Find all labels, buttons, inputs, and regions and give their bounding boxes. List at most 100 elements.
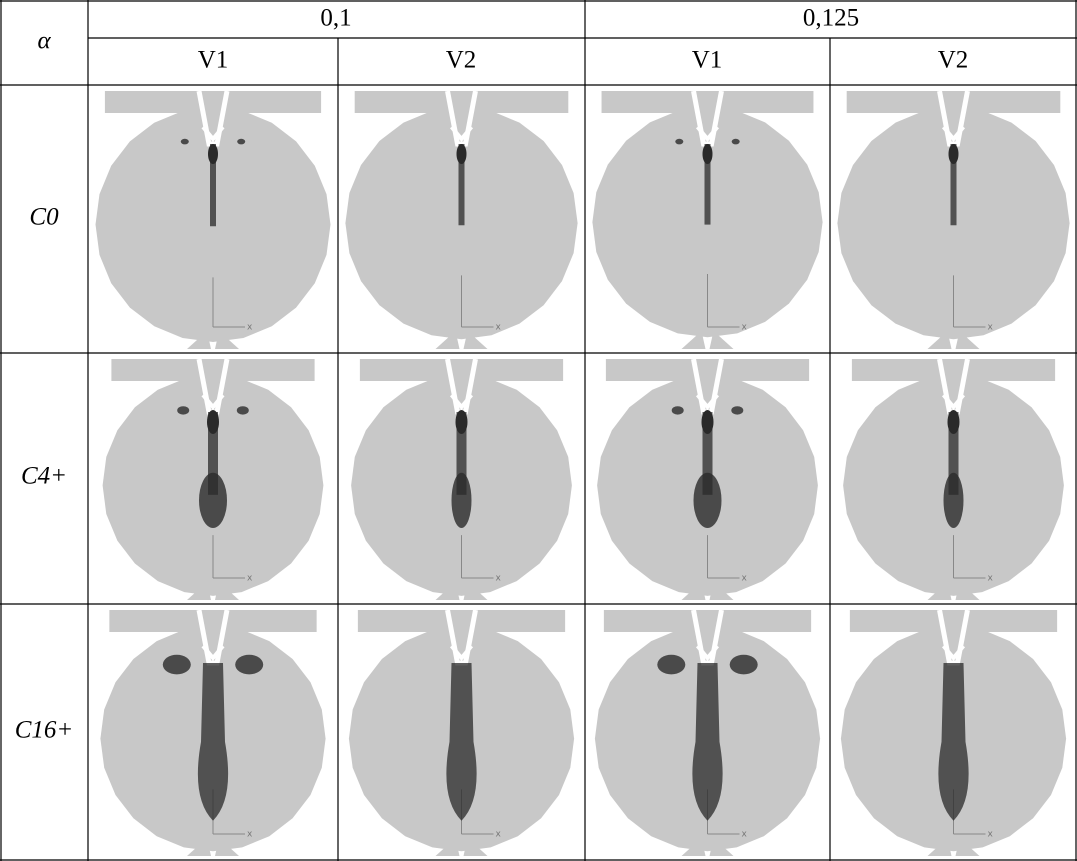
plume — [938, 663, 969, 821]
simulation-image: x — [348, 609, 575, 856]
top-plate — [357, 610, 566, 632]
plume — [455, 410, 468, 434]
electrode — [187, 331, 211, 349]
electrode — [187, 838, 211, 856]
plume — [692, 663, 723, 821]
plume — [701, 410, 714, 434]
electrode — [927, 582, 952, 600]
electrode — [215, 331, 239, 349]
sub-header: V2 — [446, 47, 477, 74]
electrode — [435, 331, 460, 349]
electrode — [681, 331, 706, 349]
nozzle-gap — [941, 644, 966, 662]
group-header: 0,1 — [320, 5, 351, 32]
electrode — [955, 838, 980, 856]
corner-label: α — [37, 28, 51, 55]
plume — [197, 663, 229, 821]
plume — [950, 144, 957, 226]
side-vortex — [675, 138, 684, 145]
simulation-image: x — [594, 609, 821, 856]
electrode — [463, 331, 488, 349]
electrode — [215, 582, 239, 600]
simulation-image: x — [843, 358, 1064, 600]
electrode — [955, 331, 980, 349]
electrode — [463, 838, 488, 856]
axis-label: x — [742, 830, 748, 840]
top-plate — [104, 91, 322, 113]
plume — [207, 410, 219, 434]
plume — [948, 144, 959, 164]
nozzle-gap — [695, 644, 720, 662]
side-vortex — [237, 138, 246, 145]
axis-label: x — [496, 574, 502, 584]
electrode — [681, 582, 706, 600]
axis-label: x — [742, 323, 748, 333]
electrode — [927, 331, 952, 349]
nozzle-gap — [695, 125, 720, 143]
sub-header: V1 — [198, 47, 229, 74]
axis-label: x — [247, 574, 253, 584]
sub-header: V2 — [938, 47, 969, 74]
side-vortex — [235, 654, 264, 675]
plume — [208, 412, 218, 495]
nozzle-gap — [941, 393, 966, 411]
electrode — [215, 838, 239, 856]
top-plate — [354, 91, 569, 113]
side-vortex — [731, 406, 744, 415]
simulation-image: x — [102, 358, 324, 600]
electrode — [435, 582, 460, 600]
simulation-image: x — [95, 90, 331, 349]
plume — [199, 472, 227, 528]
plume — [210, 144, 216, 227]
plume — [943, 472, 964, 528]
electrode — [709, 838, 734, 856]
sub-header: V1 — [692, 47, 723, 74]
axis-label: x — [496, 323, 502, 333]
axis-label: x — [247, 830, 253, 840]
side-vortex — [729, 654, 758, 675]
nozzle-gap — [941, 125, 966, 143]
nozzle-gap — [449, 644, 474, 662]
top-plate — [111, 359, 315, 381]
top-plate — [846, 91, 1061, 113]
cell-figures: x x x x x x x x x x x x — [95, 90, 1070, 856]
side-vortex — [671, 406, 684, 415]
nozzle-gap — [449, 393, 474, 411]
side-vortex — [657, 654, 686, 675]
simulation-image: x — [100, 609, 326, 856]
top-plate — [359, 359, 564, 381]
row-label: C16+ — [15, 717, 74, 744]
electrode — [927, 838, 952, 856]
electrode — [681, 838, 706, 856]
group-header: 0,125 — [803, 5, 859, 32]
nozzle-gap — [201, 393, 225, 411]
nozzle-gap — [201, 644, 225, 662]
plume — [456, 144, 467, 164]
axis-label: x — [988, 574, 994, 584]
side-vortex — [162, 654, 191, 675]
simulation-image: x — [345, 90, 578, 349]
electrode — [709, 331, 734, 349]
side-vortex — [177, 406, 190, 415]
plume — [704, 144, 711, 225]
nozzle-gap — [449, 125, 474, 143]
simulation-image: x — [597, 358, 818, 600]
nozzle-gap — [695, 393, 720, 411]
plume — [208, 144, 218, 164]
plume — [948, 412, 959, 495]
side-vortex — [180, 138, 189, 145]
top-plate — [601, 91, 814, 113]
electrode — [709, 582, 734, 600]
plume — [702, 144, 713, 164]
nozzle-gap — [201, 125, 225, 143]
electrode — [187, 582, 211, 600]
electrode — [955, 582, 980, 600]
top-plate — [605, 359, 810, 381]
simulation-image: x — [351, 358, 572, 600]
plume — [456, 412, 467, 495]
top-plate — [109, 610, 317, 632]
plume — [458, 144, 465, 226]
